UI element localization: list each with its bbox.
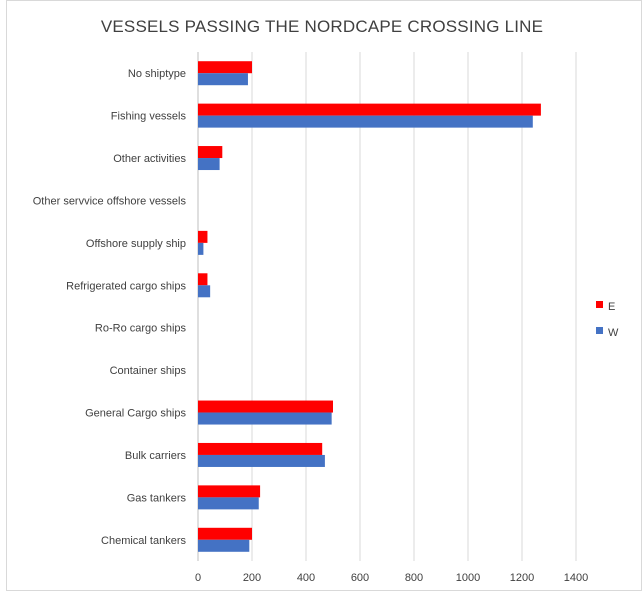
x-tick-label: 1200 (510, 572, 534, 584)
bar-w (198, 497, 259, 510)
category-label: Ro-Ro cargo ships (95, 323, 187, 335)
legend-swatch-e (596, 301, 603, 308)
category-label: Chemical tankers (101, 535, 186, 547)
bar-w (198, 158, 220, 171)
category-label: Other activities (113, 153, 186, 165)
legend-label-w: W (608, 327, 619, 339)
category-label: Container ships (110, 365, 187, 377)
bar-w (198, 539, 250, 552)
bar-e (198, 485, 261, 498)
bar-w (198, 454, 325, 467)
legend-swatch-w (596, 327, 603, 334)
bar-e (198, 400, 333, 413)
bar-e (198, 146, 223, 159)
x-tick-label: 0 (195, 572, 201, 584)
legend-label-e: E (608, 301, 615, 313)
chart-frame (6, 0, 642, 591)
bar-w (198, 73, 248, 86)
x-tick-label: 600 (351, 572, 369, 584)
bar-w (198, 285, 211, 298)
bar-e (198, 103, 541, 116)
category-label: Gas tankers (127, 492, 187, 504)
bar-e (198, 273, 208, 286)
bar-e (198, 230, 208, 243)
bar-w (198, 412, 332, 425)
x-tick-label: 800 (405, 572, 423, 584)
category-label: General Cargo ships (85, 408, 186, 420)
category-label: Bulk carriers (125, 450, 187, 462)
bar-w (198, 242, 204, 255)
x-tick-label: 200 (243, 572, 261, 584)
category-label: Other servvice offshore vessels (33, 195, 187, 207)
bar-e (198, 61, 252, 74)
category-label: Offshore supply ship (86, 238, 186, 250)
bar-w (198, 115, 533, 128)
category-label: Refrigerated cargo ships (66, 280, 186, 292)
x-tick-label: 1400 (564, 572, 588, 584)
x-tick-label: 1000 (456, 572, 480, 584)
x-tick-label: 400 (297, 572, 315, 584)
bar-e (198, 527, 252, 540)
category-label: No shiptype (128, 68, 186, 80)
chart-title: VESSELS PASSING THE NORDCAPE CROSSING LI… (100, 17, 544, 36)
bar-e (198, 442, 323, 455)
category-label: Fishing vessels (111, 111, 187, 123)
